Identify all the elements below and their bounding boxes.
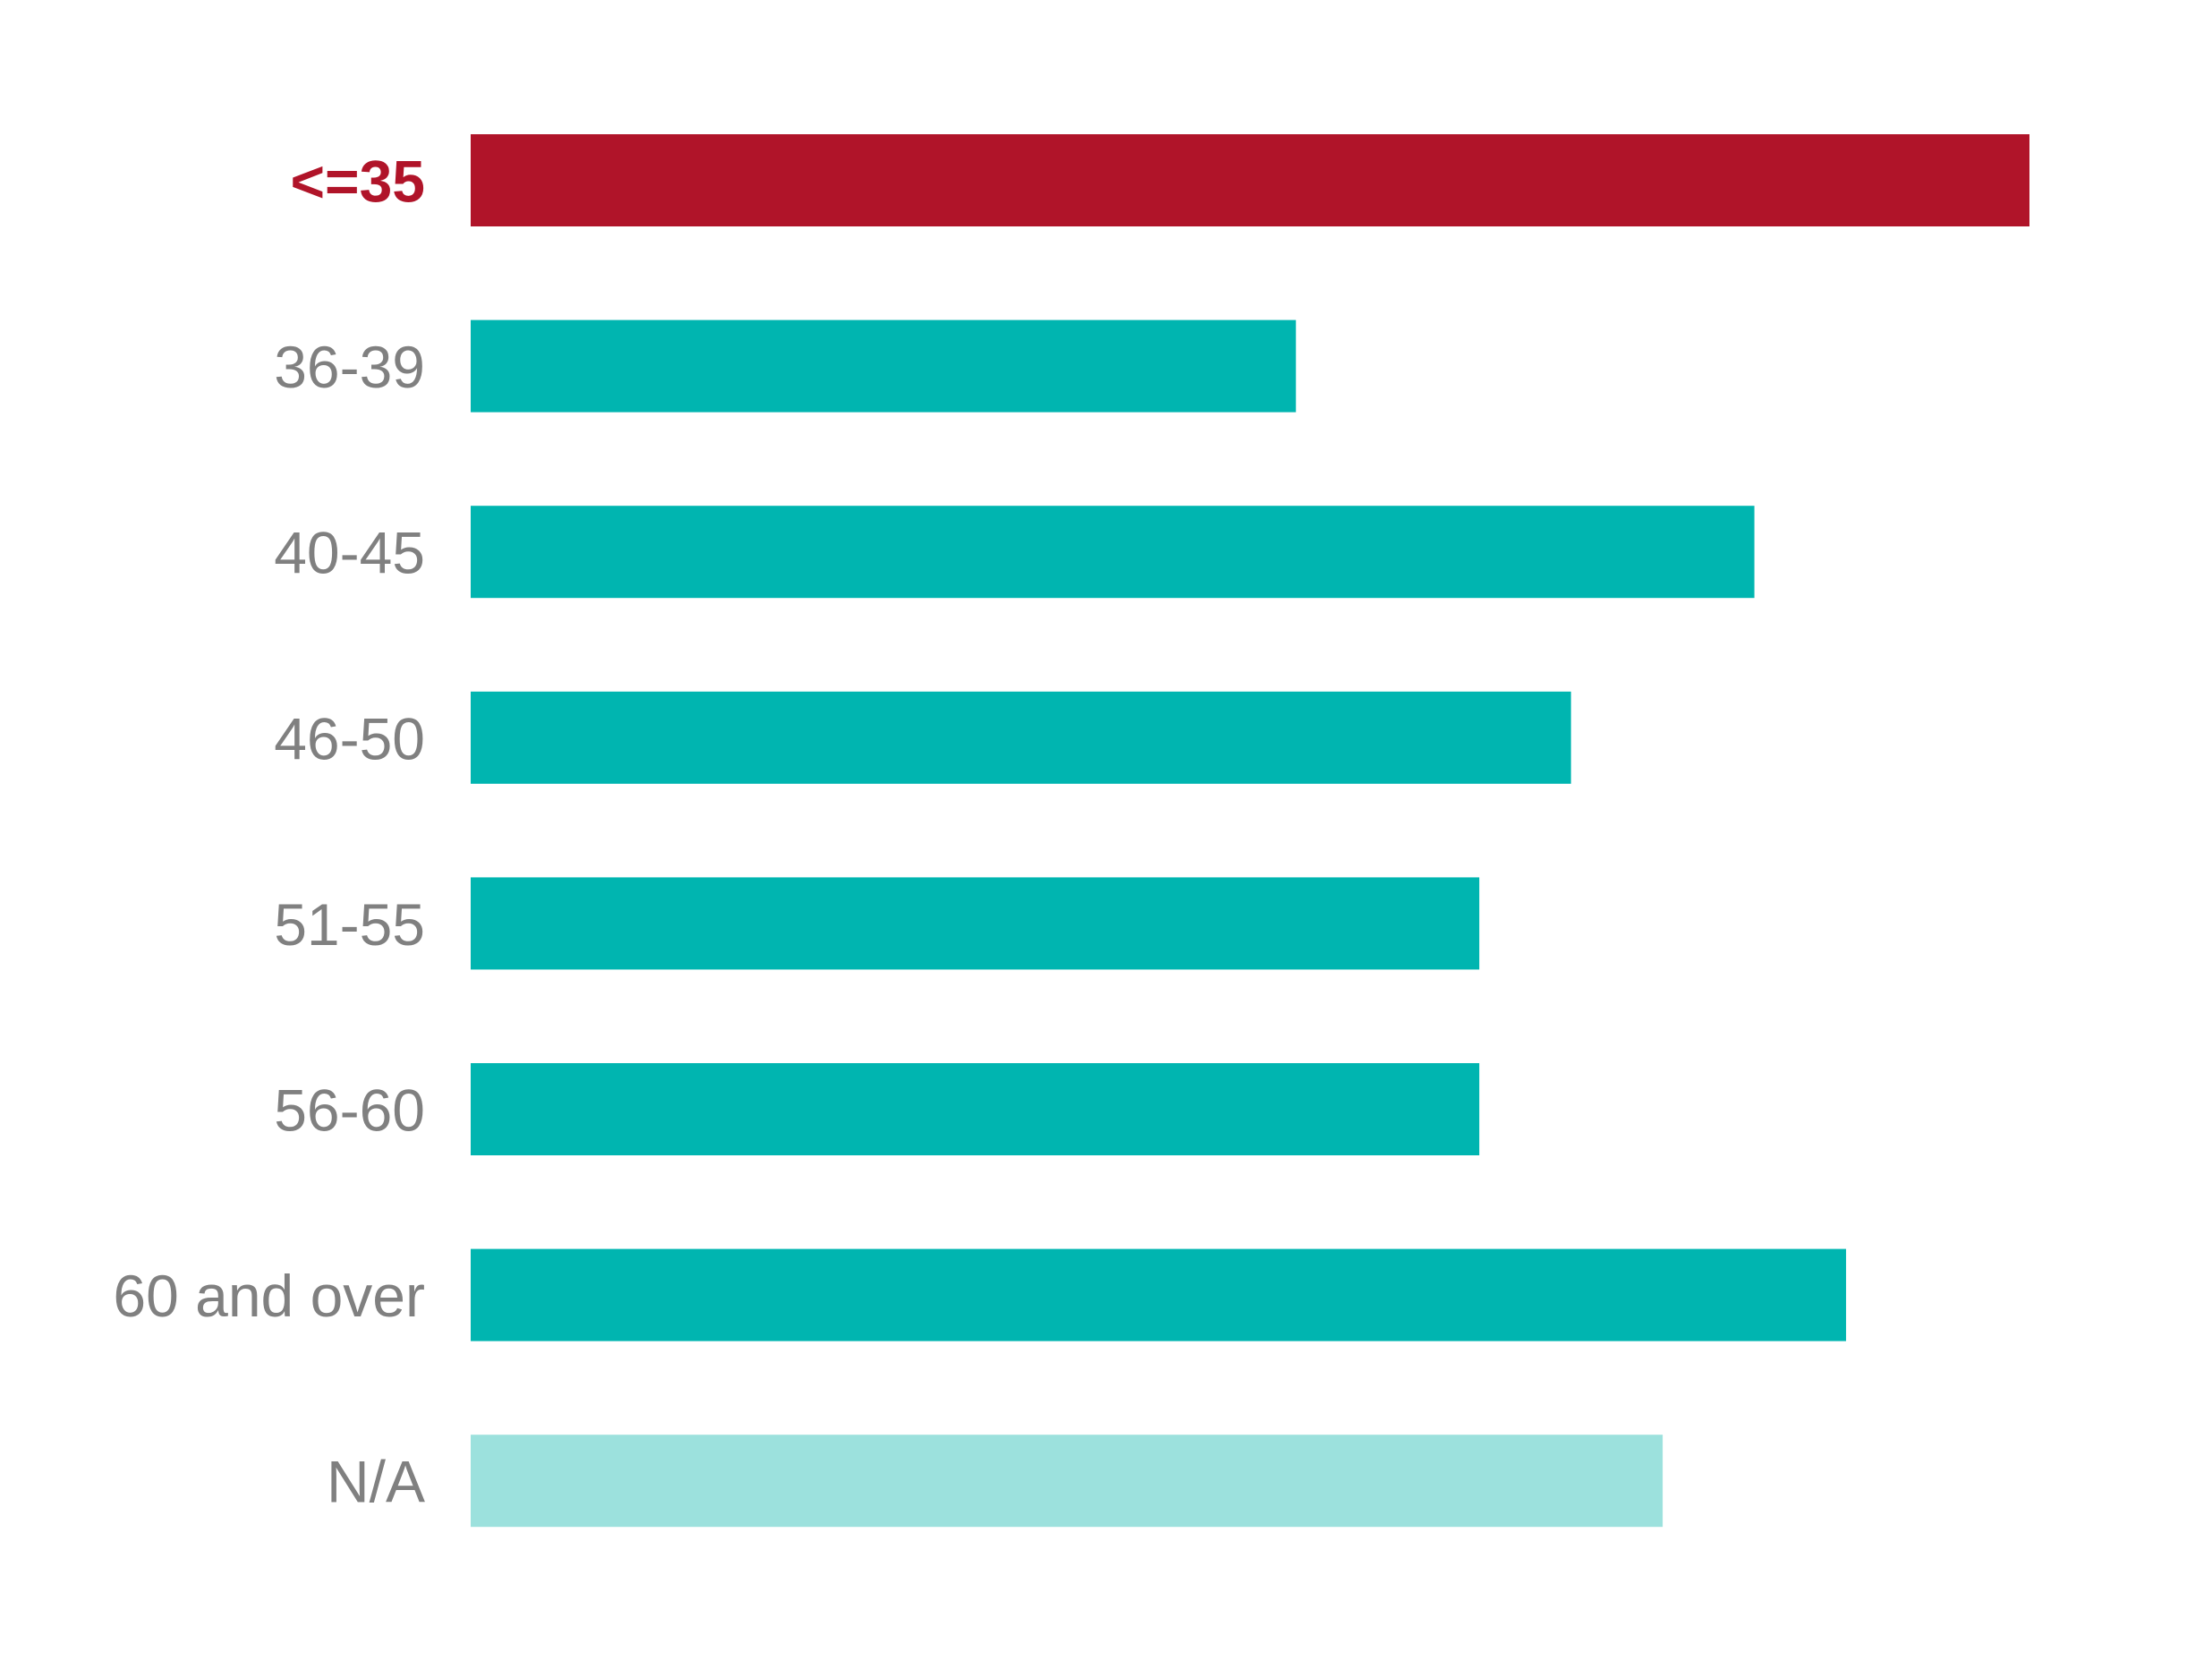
bar-n-a xyxy=(471,1435,1663,1528)
category-label: <=35 xyxy=(291,149,426,215)
category-label: 36-39 xyxy=(274,334,425,400)
bar--35 xyxy=(471,134,2029,226)
category-label: 40-45 xyxy=(274,520,425,586)
bar-46-50 xyxy=(471,691,1571,784)
category-label: 56-60 xyxy=(274,1077,425,1144)
category-label: 46-50 xyxy=(274,705,425,771)
bar-51-55 xyxy=(471,877,1480,970)
bar-60-and-over xyxy=(471,1248,1847,1341)
bar-56-60 xyxy=(471,1063,1480,1155)
category-label: N/A xyxy=(327,1449,425,1515)
bar-36-39 xyxy=(471,319,1297,413)
category-label: 60 and over xyxy=(113,1263,425,1329)
bar-40-45 xyxy=(471,506,1755,599)
category-label: 51-55 xyxy=(274,891,425,958)
